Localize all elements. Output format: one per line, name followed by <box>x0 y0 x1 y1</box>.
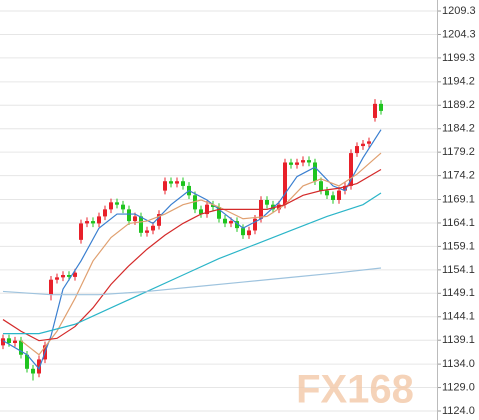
y-tick-label: 1134.0 <box>442 358 475 370</box>
moving-average-line <box>20 152 382 356</box>
candle-body <box>331 195 335 200</box>
moving-average-line <box>2 267 382 296</box>
candle-body <box>361 143 365 147</box>
moving-average-line <box>3 192 382 335</box>
candle-body <box>31 368 35 374</box>
y-tick-label: 1139.1 <box>442 334 475 346</box>
candle-body <box>169 181 173 184</box>
candle-body <box>145 230 149 233</box>
y-tick-label: 1164.1 <box>442 217 475 229</box>
candle-body <box>253 218 257 231</box>
candle-body <box>313 162 317 182</box>
y-tick-label: 1209.3 <box>442 5 476 17</box>
candle-body <box>25 354 29 369</box>
candle-body <box>295 162 299 165</box>
watermark: FX168 <box>296 368 414 412</box>
candle-body <box>121 204 125 210</box>
y-tick-label: 1184.2 <box>442 123 475 135</box>
y-tick-label: 1194.2 <box>442 76 475 88</box>
candle-body <box>67 275 71 277</box>
candle-body <box>337 190 341 200</box>
candle-body <box>283 162 287 205</box>
candle-body <box>241 228 245 236</box>
y-tick-label: 1159.1 <box>442 240 475 252</box>
candle-body <box>289 162 293 165</box>
candle-body <box>157 214 161 226</box>
candle-body <box>133 216 137 222</box>
candle-body <box>235 221 239 229</box>
candle-body <box>49 279 53 295</box>
candle-body <box>109 202 113 210</box>
candle-body <box>85 221 89 224</box>
candle-body <box>7 338 11 344</box>
candle-body <box>139 216 143 233</box>
y-tick-label: 1149.1 <box>442 287 475 299</box>
y-tick-label: 1199.3 <box>442 52 475 64</box>
candle-body <box>181 181 185 186</box>
candle-body <box>37 359 41 374</box>
candle-body <box>307 160 311 163</box>
candle-body <box>193 195 197 210</box>
candle-body <box>199 209 203 215</box>
candle-body <box>19 340 23 355</box>
candle-body <box>175 181 179 184</box>
candle-body <box>223 218 227 224</box>
y-tick-label: 1174.2 <box>442 170 475 182</box>
candle-body <box>127 209 131 222</box>
y-tick-label: 1129.0 <box>442 381 475 393</box>
y-tick-label: 1144.1 <box>442 311 475 323</box>
candle-body <box>79 223 83 240</box>
candle-body <box>97 216 101 224</box>
candle-body <box>373 103 377 118</box>
y-tick-label: 1189.2 <box>442 99 475 111</box>
candle-body <box>229 221 233 224</box>
y-tick-label: 1204.3 <box>442 28 476 40</box>
candle-body <box>91 221 95 224</box>
candle-body <box>325 190 329 196</box>
candle-body <box>349 153 353 186</box>
candle-body <box>355 146 359 154</box>
y-tick-label: 1169.1 <box>442 193 475 205</box>
candle-body <box>265 199 269 205</box>
candle-body <box>301 160 305 163</box>
candle-body <box>163 181 167 191</box>
candle-body <box>343 185 347 191</box>
candle-body <box>1 338 5 346</box>
candle-body <box>61 275 65 278</box>
candle-body <box>379 103 383 111</box>
moving-average-line <box>2 168 382 342</box>
candle-body <box>367 141 371 144</box>
candle-body <box>277 204 281 210</box>
candle-body <box>205 204 209 215</box>
candle-body <box>247 230 251 236</box>
y-tick-label: 1179.2 <box>442 146 475 158</box>
candle-body <box>115 202 119 205</box>
candle-body <box>151 225 155 231</box>
candle-body <box>211 204 215 208</box>
moving-average-line <box>2 129 382 370</box>
candle-body <box>55 277 59 280</box>
candle-body <box>319 181 323 191</box>
candle-body <box>13 340 17 344</box>
y-tick-label: 1154.1 <box>442 264 475 276</box>
candle-body <box>217 207 221 219</box>
y-tick-label: 1124.0 <box>442 405 475 417</box>
candle-body <box>103 209 107 217</box>
candle-body <box>73 272 77 277</box>
